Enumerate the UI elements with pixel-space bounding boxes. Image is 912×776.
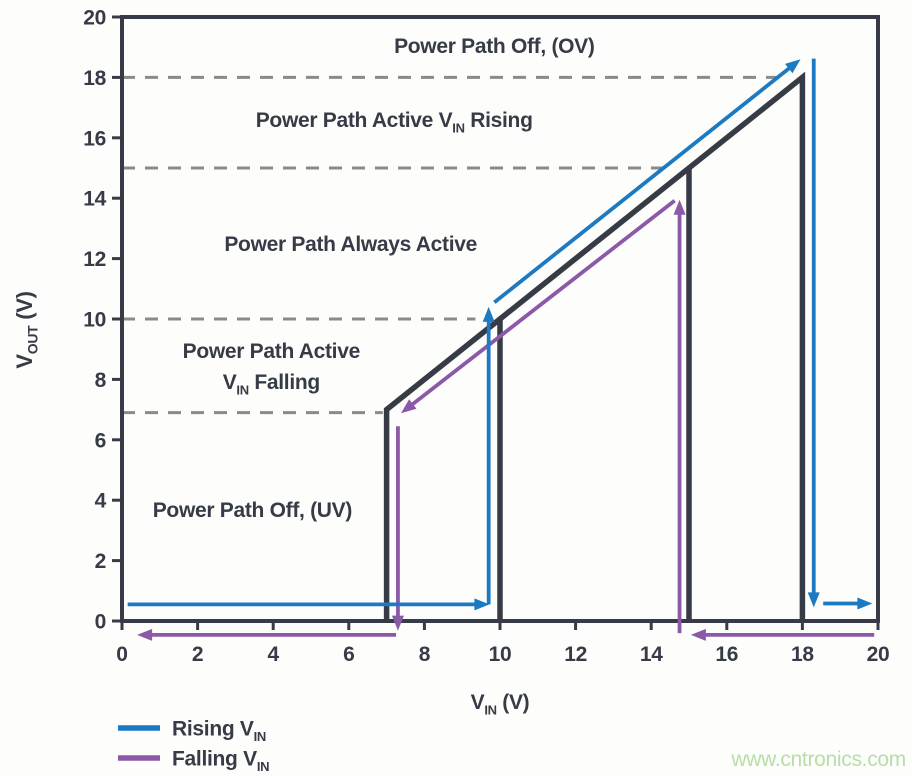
y-axis-title: VOUT (V) — [12, 291, 41, 368]
region-label-3-line1: VIN Falling — [223, 371, 320, 397]
y-tick-label-16: 16 — [83, 127, 106, 150]
x-tick-label-14: 14 — [640, 643, 663, 666]
legend-label-rising: Rising VIN — [172, 718, 266, 744]
region-label-0: Power Path Off, (OV) — [394, 35, 595, 58]
y-tick-label-4: 4 — [95, 490, 107, 513]
x-tick-label-8: 8 — [419, 643, 431, 666]
rising-vin-arrow-2 — [493, 64, 794, 304]
watermark-text: www.cntronics.com — [730, 748, 906, 771]
falling-vin-arrow-0-head — [690, 628, 706, 641]
y-tick-label-10: 10 — [83, 309, 106, 332]
rising-vin-arrow-0-head — [474, 598, 490, 611]
transfer-curve-segment-0 — [383, 71, 806, 621]
x-axis-title: VIN (V) — [471, 691, 530, 717]
x-tick-label-20: 20 — [867, 643, 890, 666]
region-label-4: Power Path Off, (UV) — [153, 499, 352, 522]
region-label-2: Power Path Always Active — [224, 233, 477, 256]
x-tick-label-18: 18 — [791, 643, 814, 666]
x-tick-label-16: 16 — [715, 643, 738, 666]
legend-label-falling: Falling VIN — [172, 748, 269, 774]
x-tick-label-2: 2 — [192, 643, 203, 666]
x-tick-label-0: 0 — [116, 643, 127, 666]
rising-vin-arrow-2-head — [785, 59, 801, 74]
falling-vin-arrow-2 — [408, 199, 676, 408]
x-tick-label-10: 10 — [489, 643, 512, 666]
y-tick-label-2: 2 — [95, 550, 106, 573]
rising-vin-arrow-4-head — [857, 597, 873, 610]
x-tick-label-6: 6 — [343, 643, 354, 666]
y-tick-label-12: 12 — [83, 248, 106, 271]
y-tick-label-8: 8 — [95, 369, 107, 392]
region-label-3-line0: Power Path Active — [183, 340, 360, 363]
falling-vin-arrow-4-head — [137, 628, 153, 641]
falling-vin-arrow-3-head — [391, 615, 404, 631]
rising-vin-arrow-3-head — [807, 592, 820, 608]
region-label-1: Power Path Active VIN Rising — [256, 109, 533, 135]
rising-vin-arrow-1-head — [482, 306, 495, 322]
y-tick-label-14: 14 — [83, 188, 106, 211]
y-tick-label-0: 0 — [95, 611, 106, 634]
y-tick-label-20: 20 — [83, 7, 106, 30]
falling-vin-arrow-1-head — [673, 199, 686, 215]
y-tick-label-6: 6 — [95, 429, 106, 452]
y-tick-label-18: 18 — [83, 67, 106, 90]
falling-vin-arrow-2-head — [400, 399, 417, 414]
x-tick-label-4: 4 — [268, 643, 280, 666]
x-tick-label-12: 12 — [564, 643, 587, 666]
